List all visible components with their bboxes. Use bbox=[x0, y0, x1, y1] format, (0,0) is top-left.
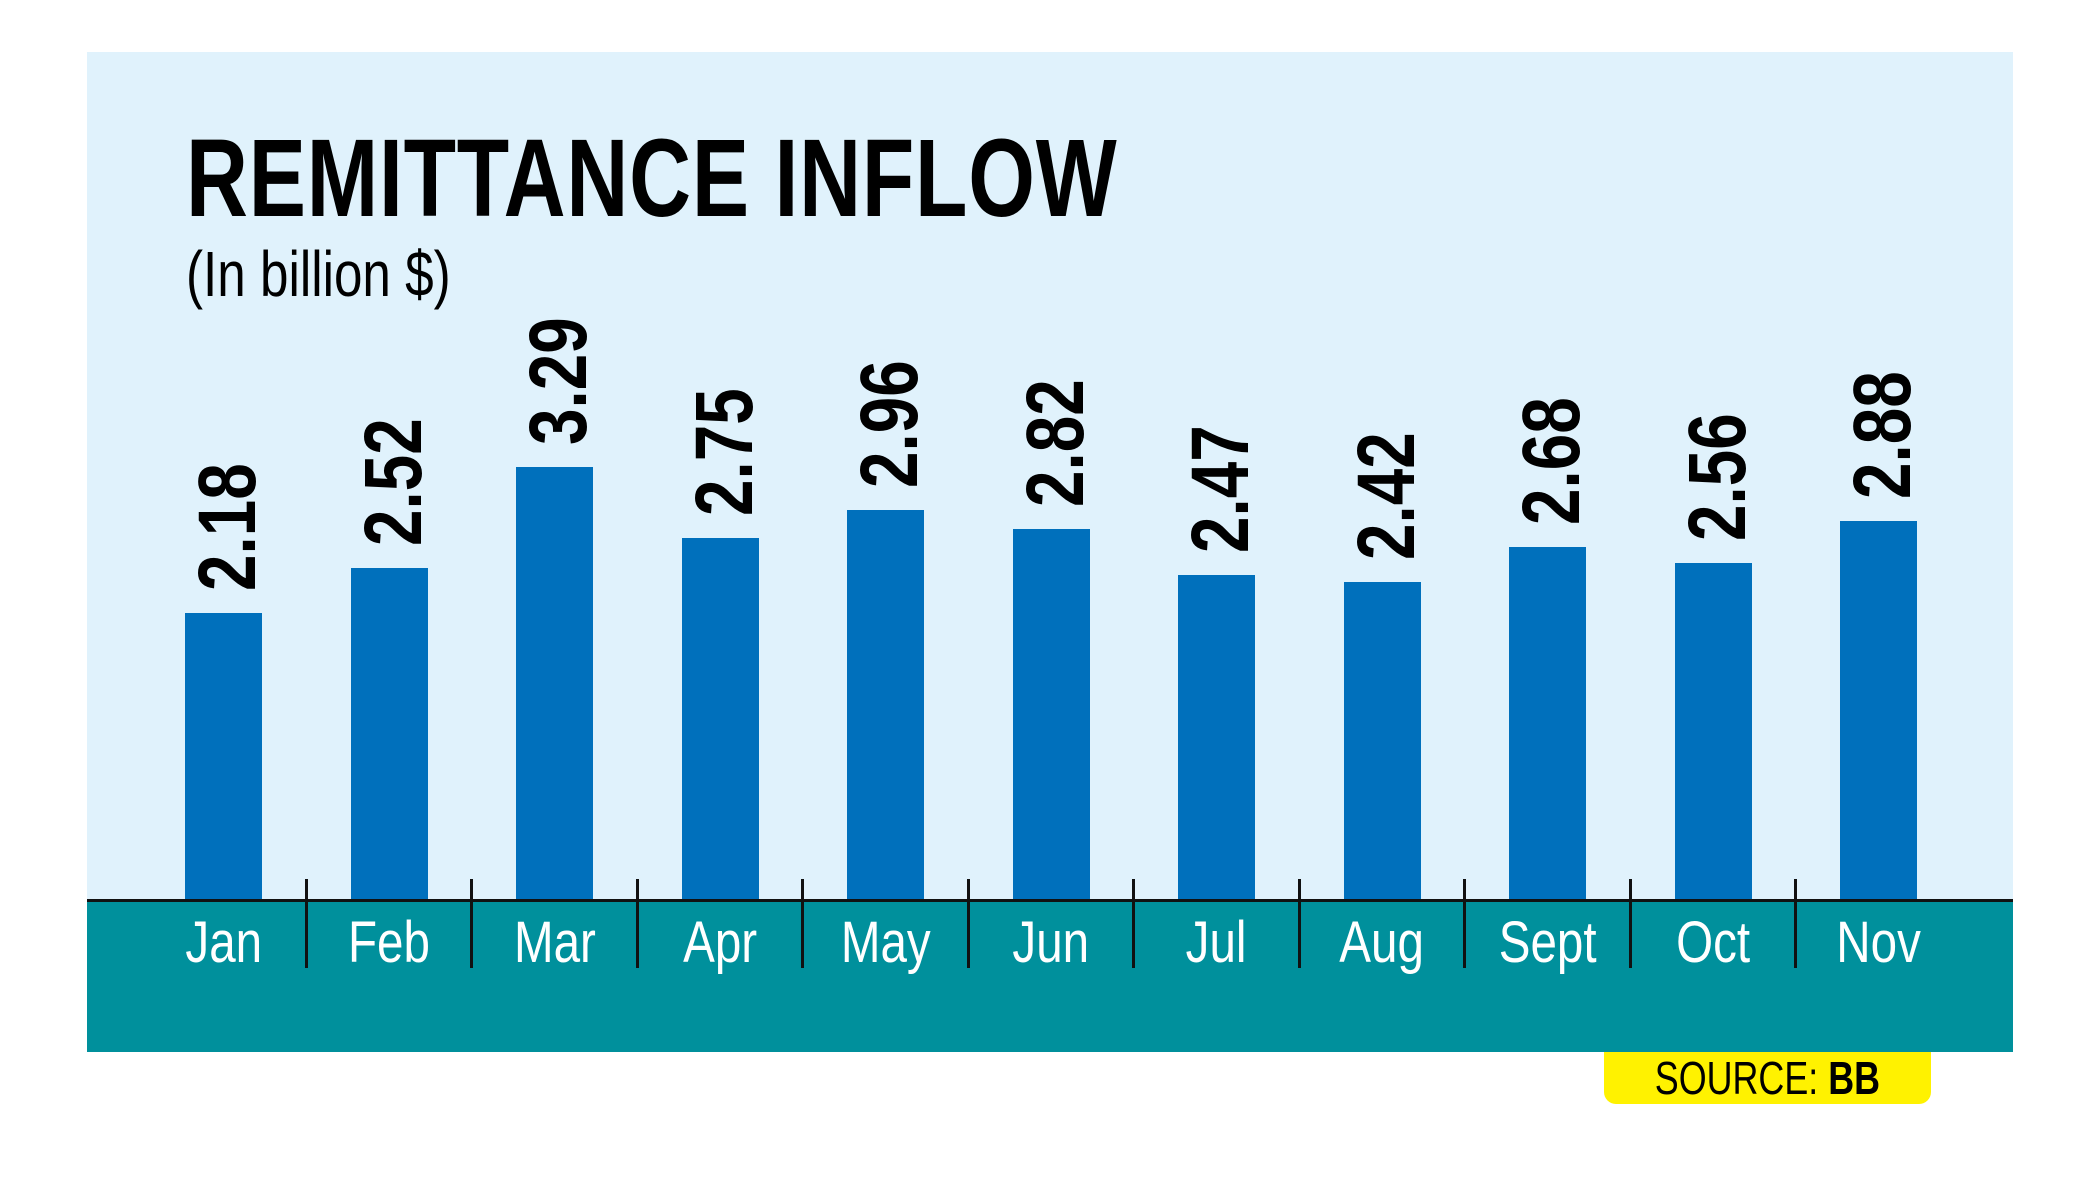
x-axis-divider bbox=[1628, 879, 1632, 968]
value-label: 2.82 bbox=[1009, 379, 1101, 507]
x-axis-label-may: May bbox=[840, 910, 931, 975]
x-axis-label-jul: Jul bbox=[1186, 910, 1247, 975]
x-axis-divider bbox=[966, 879, 970, 968]
value-label: 2.68 bbox=[1506, 397, 1597, 526]
chart-panel: REMITTANCE INFLOW (In billion $) 2.18 2.5… bbox=[87, 52, 2013, 1052]
value-label: 2.75 bbox=[678, 388, 770, 516]
bar-mar bbox=[516, 466, 593, 901]
x-axis-label-jun: Jun bbox=[1012, 910, 1090, 975]
x-axis-label-nov: Nov bbox=[1836, 910, 1921, 975]
value-label: 2.52 bbox=[347, 418, 439, 547]
x-axis-label-aug: Aug bbox=[1339, 910, 1425, 975]
bar-aug bbox=[1343, 581, 1421, 901]
x-axis-label-mar: Mar bbox=[513, 910, 596, 975]
bar-oct bbox=[1674, 563, 1752, 901]
bar-apr bbox=[681, 538, 759, 901]
x-axis-band bbox=[87, 901, 2013, 1052]
value-label: 2.47 bbox=[1175, 425, 1266, 553]
value-label: 2.42 bbox=[1340, 431, 1432, 560]
x-axis-divider bbox=[635, 879, 639, 968]
source-value: BB bbox=[1828, 1052, 1881, 1104]
source-label: SOURCE: bbox=[1654, 1052, 1819, 1104]
x-axis-divider bbox=[470, 879, 474, 968]
bar-jun bbox=[1012, 528, 1090, 901]
bar-jul bbox=[1178, 574, 1255, 901]
x-axis-divider bbox=[1794, 879, 1798, 968]
value-label: 2.18 bbox=[182, 463, 273, 592]
value-label: 3.29 bbox=[513, 317, 604, 445]
x-axis-divider bbox=[304, 879, 308, 968]
x-axis-label-apr: Apr bbox=[682, 910, 758, 975]
x-axis-label-jan: Jan bbox=[185, 910, 262, 975]
bar-nov bbox=[1840, 520, 1917, 901]
value-label: 2.96 bbox=[844, 360, 935, 489]
x-axis-divider bbox=[1132, 879, 1136, 968]
x-axis-divider bbox=[1297, 879, 1301, 968]
x-axis-label-feb: Feb bbox=[348, 910, 430, 975]
x-axis-label-sept: Sept bbox=[1498, 910, 1597, 975]
x-axis-label-oct: Oct bbox=[1675, 910, 1750, 975]
x-axis-baseline bbox=[87, 899, 2013, 902]
chart-title: REMITTANCE INFLOW bbox=[186, 117, 1118, 240]
value-label: 2.88 bbox=[1837, 371, 1928, 499]
x-axis-divider bbox=[1463, 879, 1467, 968]
bar-jan bbox=[185, 613, 262, 901]
bar-sept bbox=[1509, 547, 1586, 901]
bar-feb bbox=[350, 568, 428, 901]
x-axis-divider bbox=[801, 879, 805, 968]
bar-may bbox=[847, 510, 924, 901]
source-badge: SOURCE: BB bbox=[1604, 1052, 1931, 1104]
value-label: 2.56 bbox=[1671, 413, 1763, 542]
chart-subtitle: (In billion $) bbox=[186, 238, 451, 310]
